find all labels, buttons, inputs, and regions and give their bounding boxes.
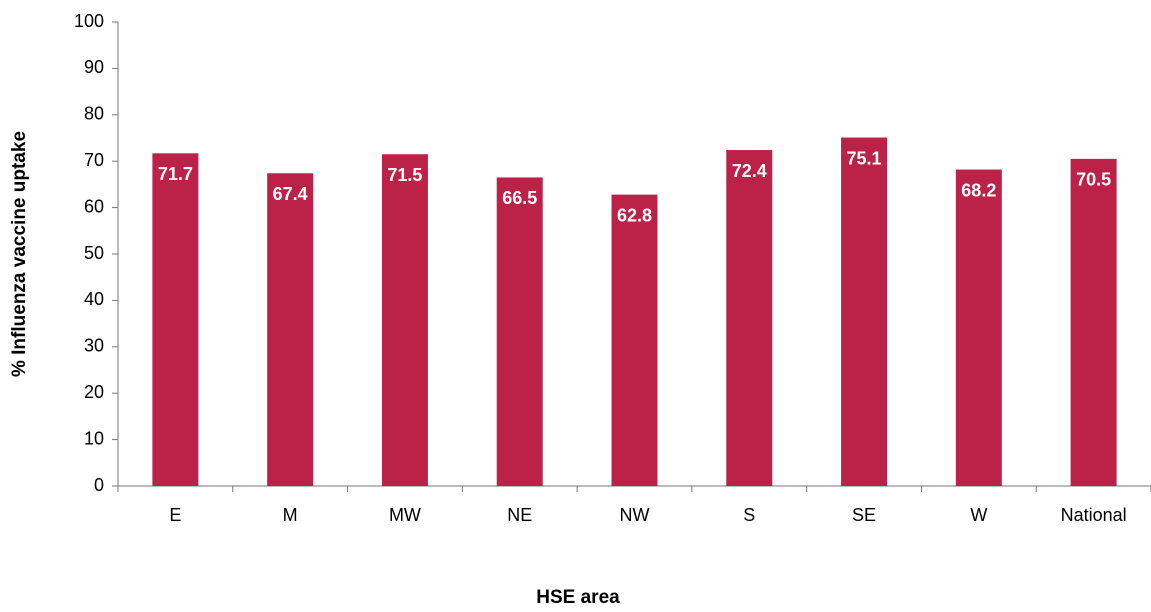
y-tick-label: 0 — [94, 475, 104, 495]
x-tick-label: E — [169, 505, 181, 525]
x-axis-label: HSE area — [536, 587, 620, 608]
x-tick-label: S — [743, 505, 755, 525]
y-tick-label: 90 — [84, 57, 104, 77]
bar — [1070, 158, 1117, 486]
value-label: 62.8 — [617, 205, 652, 225]
x-tick-label: NW — [620, 505, 650, 525]
value-label: 67.4 — [273, 184, 308, 204]
y-tick-label: 80 — [84, 104, 104, 124]
y-tick-label: 10 — [84, 428, 104, 448]
x-tick-label: SE — [852, 505, 876, 525]
bar — [381, 154, 428, 487]
x-tick-label: W — [970, 505, 987, 525]
y-tick-label: 70 — [84, 150, 104, 170]
value-label: 68.2 — [961, 180, 996, 200]
y-axis-label: % Influenza vaccine uptake — [9, 131, 30, 377]
y-tick-label: 40 — [84, 289, 104, 309]
value-label: 72.4 — [732, 161, 767, 181]
x-tick-label: M — [283, 505, 298, 525]
bar — [496, 177, 543, 486]
bar — [267, 173, 314, 487]
y-tick-label: 20 — [84, 382, 104, 402]
value-label: 75.1 — [847, 148, 882, 168]
bar — [152, 153, 199, 486]
y-tick-label: 100 — [74, 11, 104, 31]
bar — [611, 194, 658, 486]
x-tick-label: MW — [389, 505, 421, 525]
bar — [841, 137, 888, 486]
value-label: 71.5 — [387, 165, 422, 185]
value-label: 66.5 — [502, 188, 537, 208]
y-tick-label: 50 — [84, 243, 104, 263]
value-label: 71.7 — [158, 164, 193, 184]
value-label: 70.5 — [1076, 170, 1111, 190]
y-tick-label: 60 — [84, 196, 104, 216]
y-tick-label: 30 — [84, 336, 104, 356]
bar — [955, 169, 1002, 486]
bar — [726, 150, 773, 486]
x-tick-label: NE — [507, 505, 532, 525]
x-tick-label: National — [1061, 505, 1127, 525]
